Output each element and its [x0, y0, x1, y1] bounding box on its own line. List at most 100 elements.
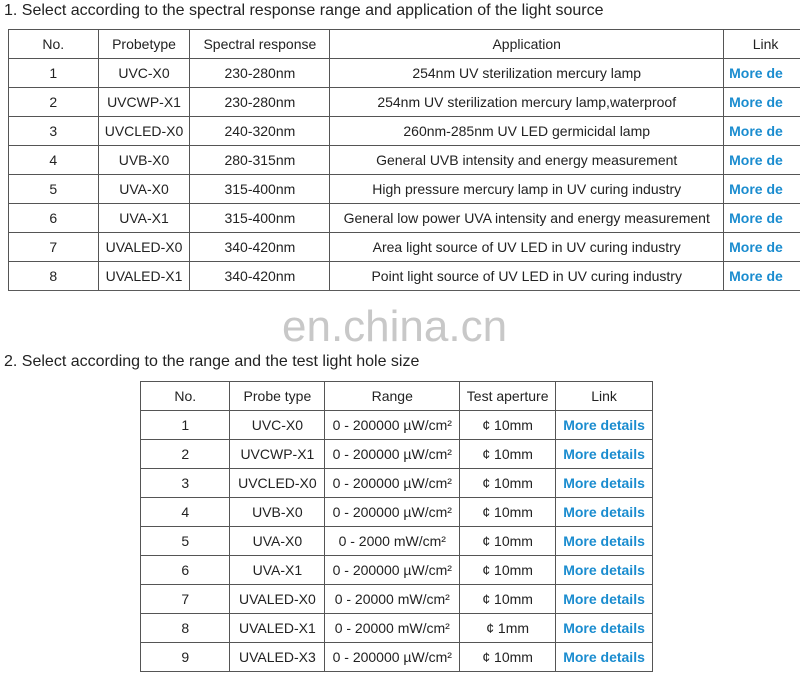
table-cell: UVCWP-X1	[229, 439, 326, 469]
table-row: 3 UVCLED-X0 240-320nm 260nm-285nm UV LED ge…	[8, 116, 800, 146]
column-header: Probetype	[97, 29, 191, 59]
table-cell: 315-400nm	[189, 174, 331, 204]
more-details-link[interactable]: More de	[723, 261, 800, 291]
table-cell: 5	[139, 526, 231, 556]
table-row: 7 UVALED-X0 0 - 20000 mW/cm² ¢ 10mm More det…	[139, 584, 653, 614]
table-cell: ¢ 10mm	[459, 439, 557, 469]
more-details-link[interactable]: More de	[723, 203, 800, 233]
table-cell: 3	[139, 468, 231, 498]
table-cell: ¢ 10mm	[459, 497, 557, 527]
more-details-link[interactable]: More de	[723, 232, 800, 262]
column-header: No.	[139, 381, 231, 411]
table-cell: ¢ 10mm	[459, 642, 557, 672]
table-cell: 0 - 20000 mW/cm²	[324, 613, 461, 643]
table-cell: ¢ 10mm	[459, 555, 557, 585]
table-cell: UVALED-X3	[229, 642, 326, 672]
table-row: 4 UVB-X0 280-315nm General UVB intensity an…	[8, 145, 800, 175]
column-header: Application	[329, 29, 725, 59]
spectral-table: No. Probetype Spectral response Application…	[8, 29, 800, 291]
more-details-link[interactable]: More details	[555, 439, 653, 469]
more-details-link[interactable]: More details	[555, 526, 653, 556]
table-cell: UVALED-X1	[229, 613, 326, 643]
table-header-row: No. Probetype Spectral response Application…	[8, 29, 800, 59]
column-header: Link	[555, 381, 653, 411]
table-cell: 0 - 200000 µW/cm²	[324, 410, 461, 440]
table-cell: 6	[139, 555, 231, 585]
table-row: 8 UVALED-X1 0 - 20000 mW/cm² ¢ 1mm More deta…	[139, 613, 653, 643]
table-cell: 8	[139, 613, 231, 643]
table-cell: 0 - 200000 µW/cm²	[324, 497, 461, 527]
table-cell: 4	[139, 497, 231, 527]
table-row: 6 UVA-X1 0 - 200000 µW/cm² ¢ 10mm More detai…	[139, 555, 653, 585]
table-cell: 0 - 200000 µW/cm²	[324, 468, 461, 498]
table-cell: 8	[8, 261, 99, 291]
table-cell: 254nm UV sterilization mercury lamp,wate…	[329, 87, 725, 117]
section2-title: 2. Select according to the range and the…	[4, 353, 420, 370]
table-cell: 340-420nm	[189, 261, 331, 291]
table-cell: High pressure mercury lamp in UV curing …	[329, 174, 725, 204]
range-table: No. Probe type Range Test aperture Link 1 UVC-…	[139, 381, 653, 672]
table-cell: General low power UVA intensity and ener…	[329, 203, 725, 233]
section1-title: 1. Select according to the spectral resp…	[4, 2, 604, 19]
more-details-link[interactable]: More details	[555, 410, 653, 440]
table-cell: 230-280nm	[189, 58, 331, 88]
table-cell: UVA-X1	[229, 555, 326, 585]
table-cell: 315-400nm	[189, 203, 331, 233]
table-cell: 7	[139, 584, 231, 614]
table-cell: ¢ 10mm	[459, 410, 557, 440]
more-details-link[interactable]: More de	[723, 145, 800, 175]
table-row: 2 UVCWP-X1 0 - 200000 µW/cm² ¢ 10mm More det…	[139, 439, 653, 469]
fade-overlay	[0, 290, 800, 320]
table-row: 1 UVC-X0 0 - 200000 µW/cm² ¢ 10mm More detai…	[139, 410, 653, 440]
table-cell: 1	[8, 58, 99, 88]
table-cell: 9	[139, 642, 231, 672]
table-cell: 6	[8, 203, 99, 233]
table-cell: 340-420nm	[189, 232, 331, 262]
table-cell: Point light source of UV LED in UV curin…	[329, 261, 725, 291]
table-cell: UVB-X0	[97, 145, 191, 175]
more-details-link[interactable]: More details	[555, 468, 653, 498]
table-row: 4 UVB-X0 0 - 200000 µW/cm² ¢ 10mm More detai…	[139, 497, 653, 527]
table-cell: 0 - 20000 mW/cm²	[324, 584, 461, 614]
column-header: Probe type	[229, 381, 326, 411]
table-cell: 0 - 200000 µW/cm²	[324, 555, 461, 585]
table-cell: 4	[8, 145, 99, 175]
table-cell: UVA-X0	[97, 174, 191, 204]
column-header: Link	[723, 29, 800, 59]
table-header-row: No. Probe type Range Test aperture Link	[139, 381, 653, 411]
table-cell: UVCWP-X1	[97, 87, 191, 117]
more-details-link[interactable]: More details	[555, 613, 653, 643]
table-cell: 0 - 2000 mW/cm²	[324, 526, 461, 556]
more-details-link[interactable]: More de	[723, 58, 800, 88]
table-row: 5 UVA-X0 315-400nm High pressure mercury la…	[8, 174, 800, 204]
table-cell: 0 - 200000 µW/cm²	[324, 439, 461, 469]
table-cell: ¢ 10mm	[459, 584, 557, 614]
table-cell: 260nm-285nm UV LED germicidal lamp	[329, 116, 725, 146]
column-header: Range	[324, 381, 461, 411]
table-cell: Area light source of UV LED in UV curing…	[329, 232, 725, 262]
table-cell: 5	[8, 174, 99, 204]
column-header: Spectral response	[189, 29, 331, 59]
table-cell: 0 - 200000 µW/cm²	[324, 642, 461, 672]
more-details-link[interactable]: More de	[723, 116, 800, 146]
table-row: 9 UVALED-X3 0 - 200000 µW/cm² ¢ 10mm More de…	[139, 642, 653, 672]
more-details-link[interactable]: More details	[555, 642, 653, 672]
more-details-link[interactable]: More de	[723, 174, 800, 204]
table-cell: 2	[139, 439, 231, 469]
table-row: 7 UVALED-X0 340-420nm Area light source of …	[8, 232, 800, 262]
table-cell: 254nm UV sterilization mercury lamp	[329, 58, 725, 88]
more-details-link[interactable]: More details	[555, 555, 653, 585]
table-row: 1 UVC-X0 230-280nm 254nm UV sterilization m…	[8, 58, 800, 88]
table-cell: 3	[8, 116, 99, 146]
table-cell: 7	[8, 232, 99, 262]
more-details-link[interactable]: More details	[555, 497, 653, 527]
table-cell: ¢ 10mm	[459, 468, 557, 498]
table-cell: UVALED-X0	[229, 584, 326, 614]
table-cell: 280-315nm	[189, 145, 331, 175]
table-cell: General UVB intensity and energy measure…	[329, 145, 725, 175]
more-details-link[interactable]: More details	[555, 584, 653, 614]
table-cell: ¢ 1mm	[459, 613, 557, 643]
table-cell: UVA-X1	[97, 203, 191, 233]
more-details-link[interactable]: More de	[723, 87, 800, 117]
table-cell: 230-280nm	[189, 87, 331, 117]
